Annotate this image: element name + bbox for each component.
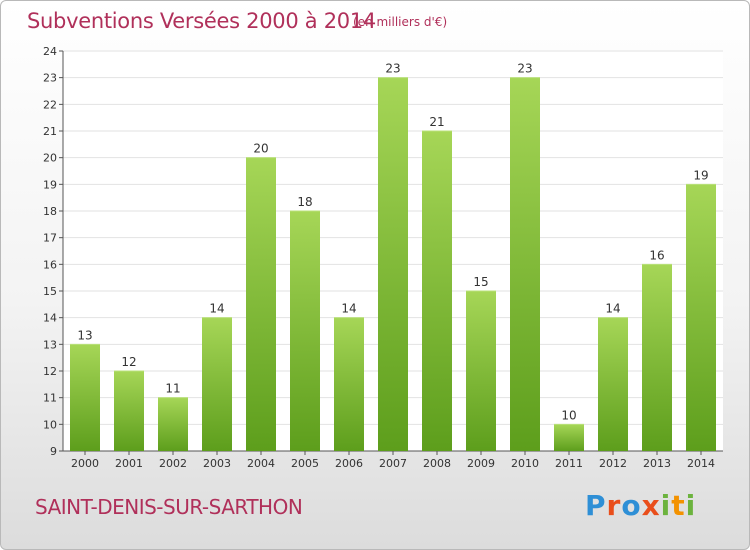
bar xyxy=(554,424,584,451)
y-tick-label: 19 xyxy=(43,178,57,191)
bar xyxy=(466,291,496,451)
logo-letter: i xyxy=(660,489,672,522)
bar xyxy=(202,317,232,451)
x-tick-label: 2009 xyxy=(467,457,495,470)
data-label: 11 xyxy=(165,382,180,396)
logo-letter: x xyxy=(641,489,661,522)
bar xyxy=(114,371,144,451)
commune-name: SAINT-DENIS-SUR-SARTHON xyxy=(35,495,303,519)
data-label: 23 xyxy=(385,62,400,76)
bar xyxy=(642,264,672,451)
y-tick-label: 14 xyxy=(43,312,57,325)
x-tick-label: 2006 xyxy=(335,457,363,470)
y-tick-label: 10 xyxy=(43,418,57,431)
y-tick-label: 16 xyxy=(43,258,57,271)
bar xyxy=(598,317,628,451)
y-tick-label: 21 xyxy=(43,125,57,138)
x-tick-label: 2005 xyxy=(291,457,319,470)
y-tick-label: 23 xyxy=(43,72,57,85)
bar xyxy=(334,317,364,451)
bar xyxy=(510,77,540,452)
bar xyxy=(686,184,716,452)
proxiti-logo: Proxiti xyxy=(585,489,696,522)
x-tick-label: 2004 xyxy=(247,457,275,470)
data-label: 14 xyxy=(605,302,620,316)
data-label: 19 xyxy=(693,168,708,182)
y-tick-label: 12 xyxy=(43,365,57,378)
data-label: 18 xyxy=(297,195,312,209)
data-label: 13 xyxy=(77,328,92,342)
logo-letter: P xyxy=(585,489,607,522)
y-tick-label: 20 xyxy=(43,152,57,165)
bar xyxy=(290,211,320,451)
y-tick-label: 18 xyxy=(43,205,57,218)
x-tick-label: 2008 xyxy=(423,457,451,470)
y-tick-label: 17 xyxy=(43,232,57,245)
x-tick-label: 2010 xyxy=(511,457,539,470)
data-label: 15 xyxy=(473,275,488,289)
data-label: 10 xyxy=(561,408,576,422)
logo-letter: t xyxy=(671,489,686,522)
logo-letter: i xyxy=(685,489,697,522)
data-label: 14 xyxy=(209,302,224,316)
unit-label: (en milliers d'€) xyxy=(353,15,448,29)
data-label: 23 xyxy=(517,62,532,76)
logo-letter: o xyxy=(621,489,642,522)
y-tick-label: 15 xyxy=(43,285,57,298)
y-tick-label: 11 xyxy=(43,392,57,405)
x-tick-label: 2000 xyxy=(71,457,99,470)
x-tick-label: 2002 xyxy=(159,457,187,470)
x-tick-label: 2013 xyxy=(643,457,671,470)
y-tick-label: 9 xyxy=(50,445,57,458)
bar xyxy=(246,157,276,451)
x-tick-label: 2012 xyxy=(599,457,627,470)
bar xyxy=(158,397,188,451)
data-label: 14 xyxy=(341,302,356,316)
x-tick-label: 2014 xyxy=(687,457,715,470)
data-label: 16 xyxy=(649,248,664,262)
y-tick-label: 22 xyxy=(43,98,57,111)
y-tick-label: 13 xyxy=(43,338,57,351)
y-tick-label: 24 xyxy=(43,45,57,58)
bar xyxy=(70,344,100,451)
logo-letter: r xyxy=(606,489,622,522)
bar xyxy=(422,131,452,451)
chart-title: Subventions Versées 2000 à 2014 xyxy=(27,9,376,33)
data-label: 20 xyxy=(253,142,268,156)
x-tick-label: 2001 xyxy=(115,457,143,470)
data-label: 12 xyxy=(121,355,136,369)
bar xyxy=(378,77,408,452)
data-label: 21 xyxy=(429,115,444,129)
x-tick-label: 2011 xyxy=(555,457,583,470)
x-tick-label: 2007 xyxy=(379,457,407,470)
x-tick-label: 2003 xyxy=(203,457,231,470)
